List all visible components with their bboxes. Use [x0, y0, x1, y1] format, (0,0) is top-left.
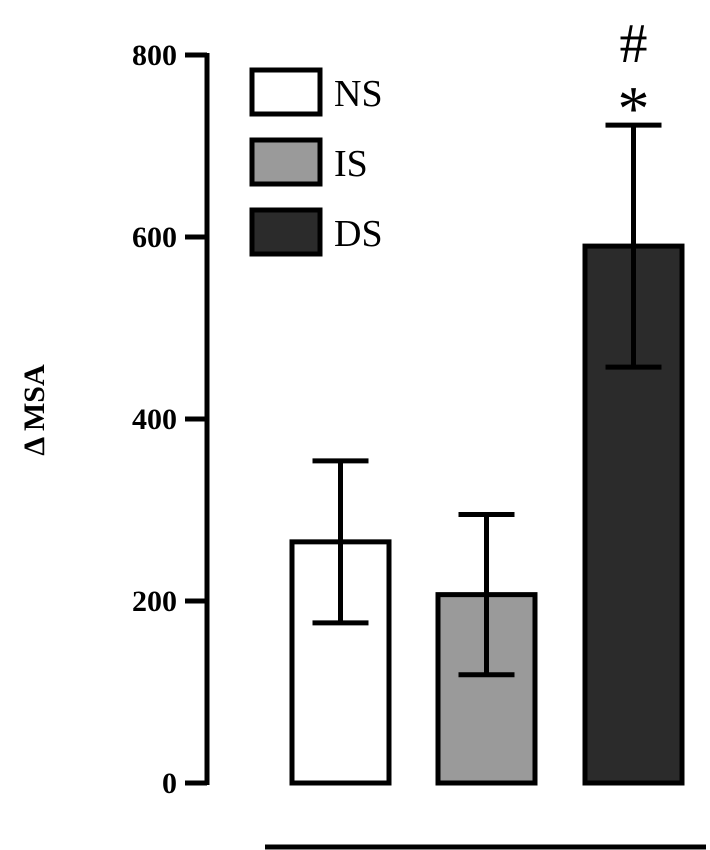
error-bar-is [458, 512, 515, 678]
legend-entry-ns: NS [249, 67, 383, 117]
legend-swatch-ns [249, 67, 323, 117]
annotation-hash: # [620, 13, 648, 75]
legend-label-is: IS [334, 143, 368, 185]
error-bar-ds [605, 122, 662, 370]
legend-swatch-is [249, 137, 323, 187]
legend-label-ds: DS [334, 213, 383, 255]
y-tick-label-600: 600 [132, 221, 177, 254]
annotation-asterisk: * [618, 73, 650, 144]
legend-entry-ds: DS [249, 207, 383, 257]
legend-entry-is: IS [249, 137, 368, 187]
y-tick-label-0: 0 [162, 767, 177, 800]
legend-label-ns: NS [334, 73, 383, 115]
error-bar-ns [312, 458, 369, 626]
y-axis-title: Δ MSA [18, 364, 51, 456]
y-tick-label-200: 200 [132, 585, 177, 618]
y-tick-label-400: 400 [132, 403, 177, 436]
legend-swatch-ds [249, 207, 323, 257]
y-tick-label-800: 800 [132, 39, 177, 72]
